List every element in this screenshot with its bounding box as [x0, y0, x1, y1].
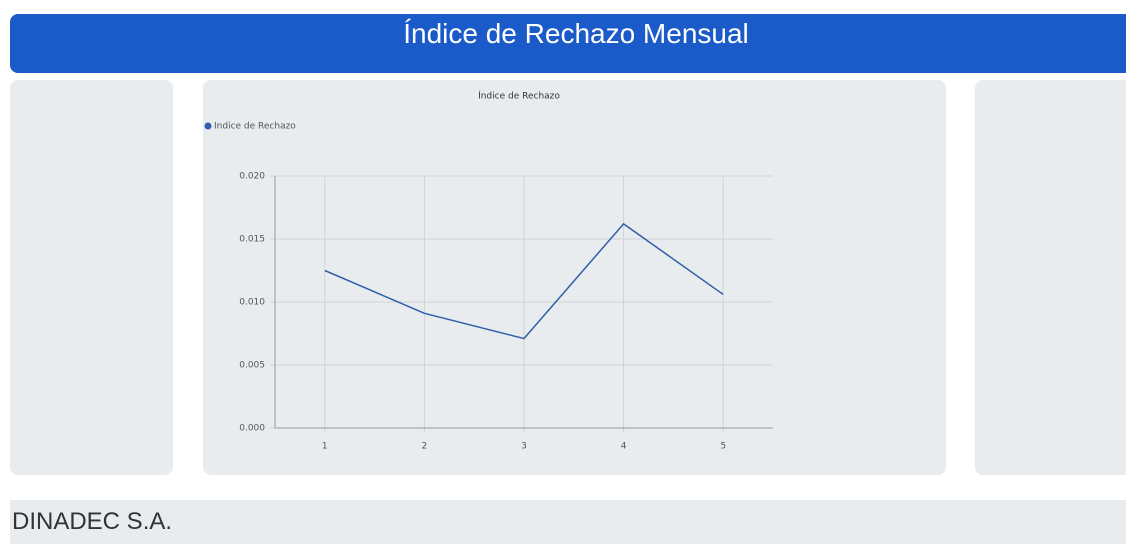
header: Índice de Rechazo Mensual	[10, 14, 1126, 73]
chart-title: Índice de Rechazo	[478, 90, 560, 102]
footer-text: DINADEC S.A.	[12, 508, 173, 535]
footer: DINADEC S.A.	[10, 500, 1126, 544]
y-tick-label: 0.000	[239, 424, 265, 434]
x-tick-label: 2	[422, 442, 428, 452]
y-tick-label: 0.015	[239, 235, 265, 245]
y-tick-label: 0.010	[239, 298, 265, 308]
side-panel	[10, 80, 173, 475]
side-panel	[975, 80, 1126, 475]
header-title: Índice de Rechazo Mensual	[403, 18, 749, 49]
chart-panel	[203, 80, 946, 475]
y-tick-label: 0.020	[239, 172, 265, 182]
x-tick-label: 1	[322, 442, 328, 452]
y-tick-label: 0.005	[239, 361, 265, 371]
data-line	[324, 222, 724, 340]
x-tick-label: 4	[621, 442, 627, 452]
legend-label: Indice de Rechazo	[214, 122, 296, 132]
legend-swatch	[204, 122, 212, 130]
x-tick-label: 3	[521, 442, 527, 452]
x-tick-label: 5	[720, 442, 726, 452]
